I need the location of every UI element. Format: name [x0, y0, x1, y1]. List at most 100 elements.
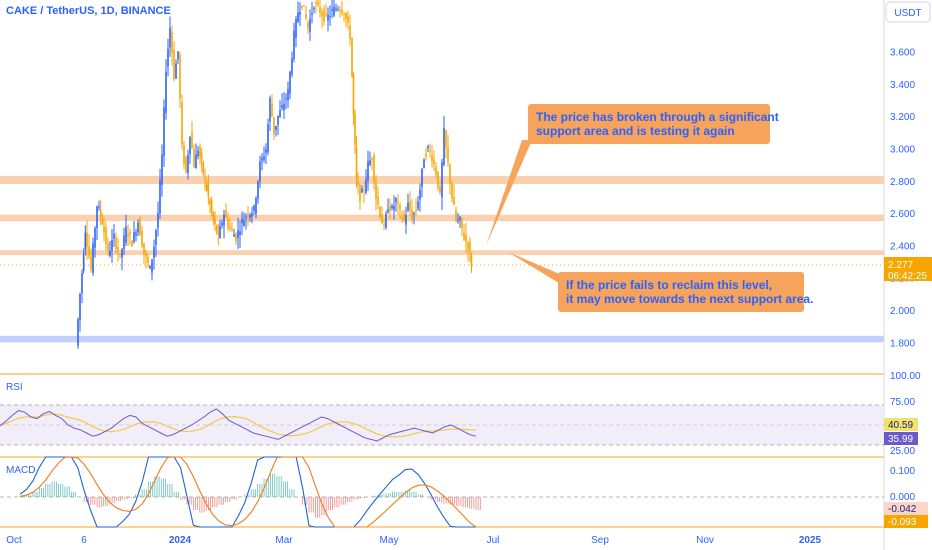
- candle-body: [445, 130, 447, 147]
- candle-body: [461, 217, 463, 229]
- candle-body: [425, 153, 427, 158]
- candle-body: [329, 15, 331, 17]
- time-label: Oct: [6, 535, 22, 546]
- candle-body: [199, 146, 201, 157]
- candle-body: [375, 180, 377, 199]
- price-tick-label: 2.000: [890, 306, 915, 317]
- candle-body: [343, 13, 345, 15]
- candle-body: [389, 205, 391, 212]
- candle-body: [421, 168, 423, 187]
- candle-body: [88, 246, 90, 257]
- price-zone: [0, 335, 884, 343]
- candle-body: [163, 107, 165, 157]
- currency-label: USDT: [894, 8, 921, 19]
- candle-body: [175, 63, 177, 79]
- candle-body: [200, 152, 203, 161]
- candle-body: [141, 230, 143, 247]
- candle-body: [181, 101, 183, 145]
- candle-body: [265, 149, 267, 153]
- price-zone: [0, 214, 884, 222]
- candle-body: [125, 226, 127, 243]
- candle-body: [81, 273, 83, 293]
- rsi-ma-line: [0, 413, 477, 438]
- candle-body: [195, 154, 197, 169]
- time-label: 2025: [799, 535, 822, 546]
- candle-body: [249, 214, 251, 218]
- candle-body: [210, 200, 213, 213]
- candle-body: [463, 232, 465, 240]
- macd-tick-0.1: 0.100: [890, 466, 915, 477]
- macd-tick-0: 0.000: [890, 492, 915, 503]
- candle-body: [219, 225, 221, 238]
- candle-body: [217, 233, 220, 235]
- candle-body: [153, 246, 155, 259]
- candle-body: [251, 213, 253, 217]
- time-label: Nov: [696, 535, 714, 546]
- candle-body: [305, 13, 307, 19]
- candle-body: [339, 9, 341, 12]
- candle-body: [459, 216, 461, 220]
- candle-body: [259, 161, 261, 182]
- candle-body: [367, 161, 369, 181]
- candle-body: [271, 103, 273, 117]
- macd-value: -0.042: [888, 504, 917, 515]
- candle-body: [183, 145, 185, 164]
- candle-body: [147, 256, 149, 263]
- candle-body: [465, 235, 467, 242]
- candle-body: [443, 127, 445, 165]
- candle-body: [204, 176, 206, 179]
- candle-body: [449, 164, 451, 184]
- rsi-value: 40.59: [888, 420, 913, 431]
- time-label: 2024: [169, 535, 192, 546]
- callout-next-support: If the price fails to reclaim this level…: [508, 252, 813, 312]
- candle-body: [257, 181, 259, 199]
- candle-body: [354, 114, 356, 145]
- candle-body: [261, 157, 263, 161]
- candle-body: [299, 11, 301, 15]
- candle-body: [161, 154, 163, 185]
- candle-body: [393, 205, 395, 210]
- currency-badge[interactable]: [885, 1, 931, 23]
- time-axis[interactable]: Oct 6 2024 Mar May Jul Sep Nov 2025: [6, 535, 821, 546]
- candle-body: [231, 228, 233, 231]
- rsi-tick-25: 25.00: [890, 446, 915, 457]
- candle-body: [319, 6, 321, 14]
- candle-body: [373, 154, 375, 182]
- candle-body: [347, 16, 349, 23]
- candle-body: [351, 37, 353, 76]
- candle-body: [115, 236, 117, 249]
- candle-body: [321, 12, 323, 17]
- rsi-tick-100: 100.00: [890, 371, 921, 382]
- candle-body: [451, 183, 453, 199]
- candle-body: [429, 150, 431, 152]
- candle-body: [215, 225, 218, 234]
- candle-body: [187, 154, 189, 173]
- candle-body: [99, 209, 102, 217]
- candle-body: [417, 201, 419, 209]
- candle-body: [273, 117, 275, 135]
- candle-body: [171, 31, 173, 53]
- candle-body: [207, 184, 210, 196]
- candle-body: [345, 12, 347, 20]
- candle-body: [92, 243, 94, 273]
- last-price-tag: [884, 257, 932, 281]
- candle-body: [361, 188, 363, 193]
- candle-body: [101, 219, 104, 224]
- candle-body: [355, 147, 358, 179]
- last-price-value: 2.277: [888, 260, 913, 271]
- candle-body: [337, 8, 339, 10]
- candle-body: [77, 319, 79, 346]
- candle-body: [383, 223, 385, 225]
- candle-body: [223, 214, 225, 226]
- candle-body: [227, 218, 229, 228]
- candle-body: [385, 213, 387, 228]
- candle-body: [447, 146, 449, 163]
- candle-body: [285, 98, 287, 100]
- candle-body: [233, 234, 235, 237]
- candle-body: [369, 160, 371, 165]
- candle-body: [159, 180, 161, 214]
- candle-body: [121, 249, 123, 258]
- candle-body: [269, 98, 271, 122]
- candle-body: [413, 212, 415, 215]
